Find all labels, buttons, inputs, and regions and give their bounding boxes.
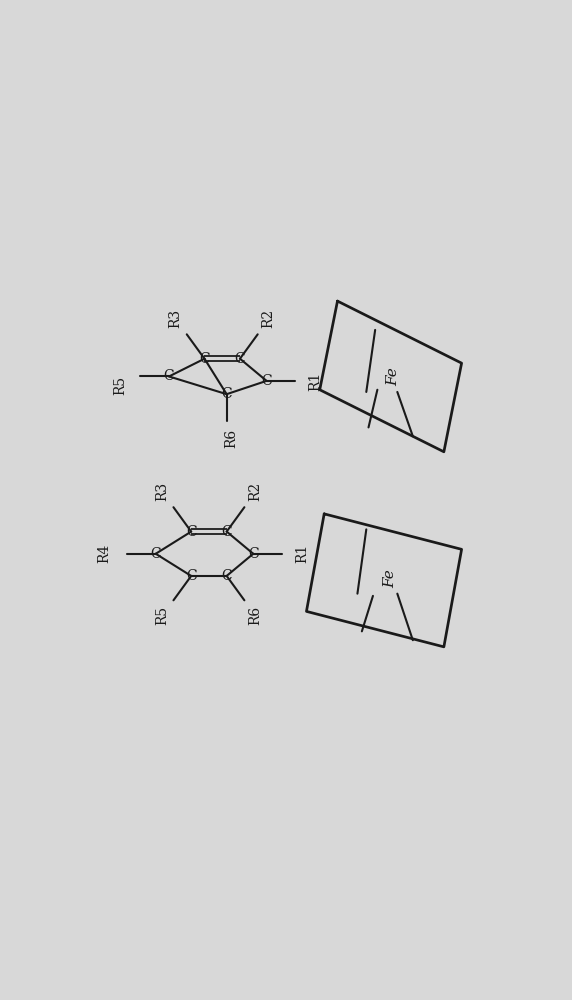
Text: R1: R1 (308, 371, 322, 391)
Text: R4: R4 (98, 544, 112, 563)
Text: C: C (261, 374, 272, 388)
Text: C: C (248, 547, 259, 561)
Text: C: C (199, 352, 210, 366)
Text: R5: R5 (156, 606, 169, 625)
Text: C: C (221, 525, 232, 539)
Text: R2: R2 (248, 482, 263, 501)
Text: R3: R3 (169, 309, 182, 328)
Text: C: C (221, 387, 232, 401)
Text: C: C (221, 569, 232, 583)
Text: C: C (186, 569, 197, 583)
Text: R2: R2 (262, 309, 276, 328)
Text: R6: R6 (224, 429, 238, 448)
Text: Fe: Fe (384, 569, 398, 588)
Text: R1: R1 (295, 544, 309, 563)
Text: R6: R6 (248, 606, 263, 625)
Text: R5: R5 (113, 376, 127, 395)
Text: C: C (186, 525, 197, 539)
Text: C: C (150, 547, 161, 561)
Text: Fe: Fe (386, 367, 400, 386)
Text: C: C (235, 352, 245, 366)
Text: R3: R3 (156, 482, 169, 501)
Text: C: C (164, 369, 174, 383)
